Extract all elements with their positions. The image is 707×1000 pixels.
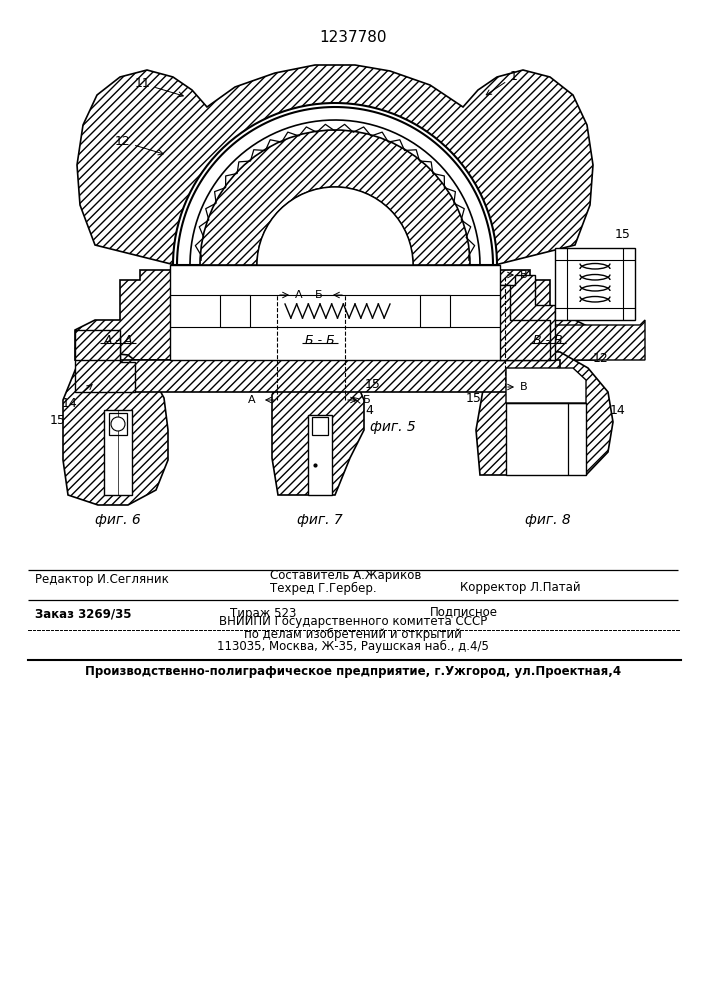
Text: Редактор И.Сегляник: Редактор И.Сегляник [35,574,169,586]
Bar [555,248,635,320]
Polygon shape [506,368,586,403]
Text: 15: 15 [615,229,631,241]
Text: Подписное: Подписное [430,605,498,618]
Text: Б: Б [315,290,323,300]
Polygon shape [75,337,135,392]
Bar [220,295,250,327]
Text: 1237780: 1237780 [320,30,387,45]
Text: В: В [520,382,527,392]
Bar [506,403,586,475]
Text: 12: 12 [115,135,163,155]
Text: А: А [248,395,256,405]
Text: 4: 4 [353,397,373,417]
Wedge shape [200,130,470,265]
Text: 15: 15 [50,414,66,426]
Bar [110,360,560,392]
Text: А - А: А - А [103,334,133,347]
Text: Тираж 523: Тираж 523 [230,607,296,620]
Wedge shape [173,103,497,265]
Polygon shape [500,275,555,360]
Text: по делам изобретений и открытий: по делам изобретений и открытий [244,627,462,641]
Text: фиг. 7: фиг. 7 [297,513,343,527]
Text: 15: 15 [466,391,482,404]
Text: А: А [295,290,303,300]
Wedge shape [257,187,413,265]
Text: Заказ 3269/35: Заказ 3269/35 [35,607,132,620]
Bar [104,410,132,495]
Bar [312,417,328,435]
Text: Производственно-полиграфическое предприятие, г.Ужгород, ул.Проектная,4: Производственно-полиграфическое предприя… [85,666,621,678]
Bar [109,413,127,435]
Polygon shape [476,350,613,475]
Polygon shape [63,352,168,505]
Text: В - В: В - В [533,334,563,347]
Text: фиг. 8: фиг. 8 [525,513,571,527]
Text: 1: 1 [486,70,518,95]
Text: Б: Б [363,395,370,405]
Bar [308,415,332,495]
Text: 15: 15 [365,378,381,391]
Text: 14: 14 [610,403,626,416]
Polygon shape [498,285,550,360]
Text: В: В [520,270,527,280]
Text: 113035, Москва, Ж-35, Раушская наб., д.4/5: 113035, Москва, Ж-35, Раушская наб., д.4… [217,639,489,653]
Text: фиг. 5: фиг. 5 [370,420,416,434]
Polygon shape [272,352,364,495]
Polygon shape [75,65,595,360]
Bar [75,330,120,360]
Text: 12: 12 [593,352,609,364]
Text: фиг. 6: фиг. 6 [95,513,141,527]
Text: Техред Г.Гербер.: Техред Г.Гербер. [270,581,377,595]
Polygon shape [550,320,645,360]
Bar [170,265,500,360]
Text: Б - Б: Б - Б [305,334,335,347]
Text: 14: 14 [62,385,92,410]
Bar [420,295,450,327]
Text: Составитель А.Жариков: Составитель А.Жариков [270,568,421,582]
Text: 11: 11 [134,77,183,97]
Text: ВНИИПИ Государственного комитета СССР: ВНИИПИ Государственного комитета СССР [219,615,487,629]
Text: Корректор Л.Патай: Корректор Л.Патай [460,582,580,594]
Circle shape [111,417,125,431]
